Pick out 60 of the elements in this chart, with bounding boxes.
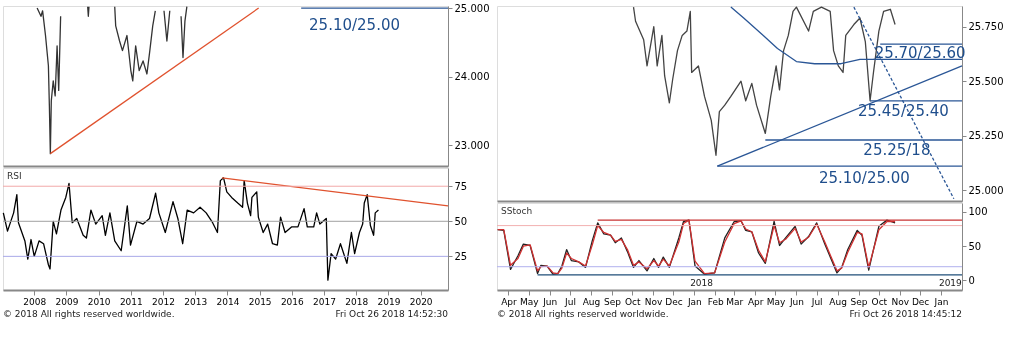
y-tick-label: 50 xyxy=(968,240,982,252)
x-tick-label: Nov xyxy=(891,296,910,307)
x-tick-label: Jul xyxy=(810,296,823,307)
x-tick-label: 2015 xyxy=(248,296,272,307)
x-tick-label: Jun xyxy=(542,296,558,307)
chart-title: SStoch xyxy=(501,206,533,216)
x-tick-label: 2017 xyxy=(313,296,336,307)
x-tick-label: Jan xyxy=(686,296,702,307)
x-tick-label: 2011 xyxy=(119,296,143,307)
y-tick-label: 24.000 xyxy=(454,71,490,83)
x-tick-label: Apr xyxy=(747,296,764,307)
x-tick-label: Dec xyxy=(665,296,683,307)
x-tick-label: Sep xyxy=(850,296,868,307)
x-tick-label: 2010 xyxy=(87,296,111,307)
y-tick-label: 50 xyxy=(454,215,468,227)
annotation: 2019 xyxy=(938,278,963,289)
x-tick-label: Jan xyxy=(933,296,949,307)
x-tick-label: Jun xyxy=(788,296,804,307)
x-tick-label: 2009 xyxy=(55,296,79,307)
y-tick-label: 25.250 xyxy=(968,130,1004,142)
x-tick-label: Jul xyxy=(564,296,576,307)
x-tick-label: 2013 xyxy=(184,296,208,307)
x-tick-label: Dec xyxy=(911,296,930,307)
y-tick-label: 100 xyxy=(968,206,988,218)
y-tick-label: 25.750 xyxy=(968,21,1004,33)
x-tick-label: 2012 xyxy=(152,296,175,307)
text: © 2018 All rights reserved worldwide. xyxy=(3,309,175,319)
text: Fri Oct 26 2018 14:45:12 xyxy=(849,309,962,319)
annotation: 25.25/18 xyxy=(863,141,931,160)
x-tick-label: Feb xyxy=(707,296,725,307)
y-tick-label: 23.000 xyxy=(454,139,490,151)
y-tick-label: 25.000 xyxy=(968,184,1004,196)
x-tick-label: Aug xyxy=(582,296,601,307)
x-tick-label: 2020 xyxy=(409,296,433,307)
text: Fri Oct 26 2018 14:52:30 xyxy=(335,309,449,319)
x-tick-label: Sep xyxy=(603,296,622,307)
y-tick-label: 25.000 xyxy=(454,2,490,14)
x-tick-label: 2018 xyxy=(345,296,369,307)
annotation: 2018 xyxy=(690,278,714,289)
y-tick-label: 0 xyxy=(968,274,975,286)
x-tick-label: 2016 xyxy=(280,296,305,307)
x-tick-label: Oct xyxy=(871,296,888,307)
x-tick-label: Oct xyxy=(624,296,641,307)
y-tick-label: 25 xyxy=(454,250,468,262)
x-tick-label: 2019 xyxy=(377,296,401,307)
x-tick-label: Apr xyxy=(501,296,518,307)
x-tick-label: May xyxy=(766,296,786,307)
text: © 2018 All rights reserved worldwide. xyxy=(497,309,669,319)
chart-title: RSI xyxy=(7,171,22,181)
y-tick-label: 25.500 xyxy=(968,75,1004,87)
x-tick-label: 2008 xyxy=(23,296,47,307)
x-tick-label: Aug xyxy=(829,296,847,307)
annotation: 25.10/25.00 xyxy=(309,16,401,35)
x-tick-label: May xyxy=(519,296,540,307)
x-tick-label: Nov xyxy=(644,296,664,307)
annotation: 25.45/25.40 xyxy=(857,102,949,121)
annotation: 25.10/25.00 xyxy=(818,168,910,187)
y-tick-label: 75 xyxy=(454,180,468,192)
x-tick-label: Mar xyxy=(726,296,744,307)
x-tick-label: 2014 xyxy=(216,296,240,307)
